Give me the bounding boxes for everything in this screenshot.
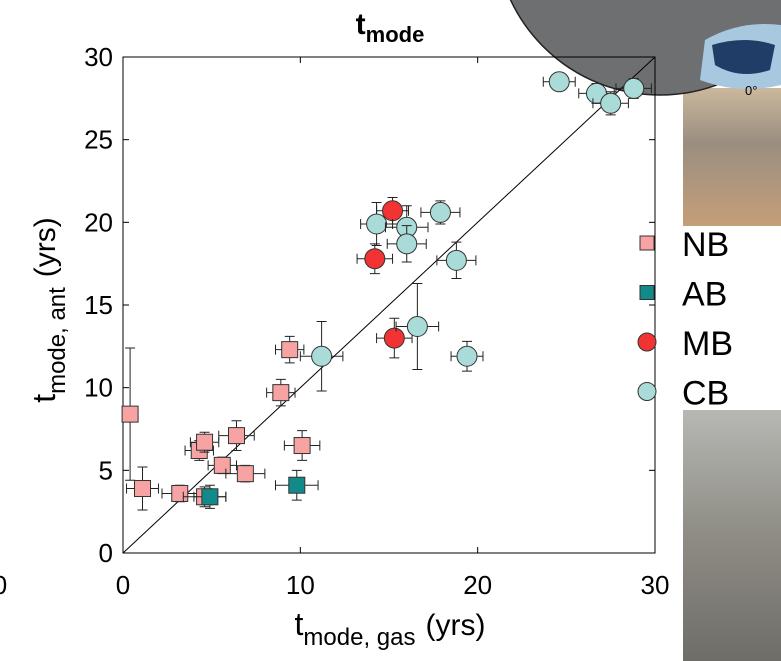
marker — [445, 249, 467, 271]
marker — [600, 92, 622, 114]
x-tick-label: 0 — [116, 570, 130, 600]
chart-title: tmode — [356, 8, 425, 47]
photo — [683, 88, 781, 226]
identity-line — [122, 56, 656, 554]
marker — [293, 437, 311, 455]
x-axis-label-part: t — [295, 606, 304, 642]
marker — [171, 484, 189, 502]
legend-label: MB — [682, 325, 733, 363]
marker — [456, 345, 478, 367]
legend-label: CB — [682, 375, 729, 413]
marker — [623, 77, 645, 99]
marker — [281, 341, 299, 359]
marker — [364, 248, 386, 270]
marker — [406, 315, 428, 337]
y-axis-label-part: mode, ant — [44, 287, 71, 394]
legend-marker — [639, 285, 655, 300]
marker — [429, 201, 451, 223]
legend-marker — [637, 382, 657, 401]
marker — [272, 384, 290, 402]
y-axis-label: tmode, ant (yrs) — [26, 217, 71, 403]
chart-title-part: t — [356, 8, 366, 41]
marker — [548, 71, 570, 93]
marker — [134, 480, 152, 498]
chart-title-part: mode — [366, 22, 425, 47]
y-tick-label: 20 — [84, 207, 113, 237]
legend-label: AB — [682, 276, 727, 314]
y-tick-label: 25 — [84, 125, 113, 155]
y-tick-label: 30 — [84, 42, 113, 72]
marker — [213, 456, 231, 474]
x-axis-label-part: mode, gas — [303, 624, 415, 651]
legend-marker — [637, 332, 657, 352]
marker — [366, 213, 388, 235]
marker — [201, 488, 219, 506]
marker — [311, 345, 333, 367]
y-tick-label: 15 — [84, 290, 113, 320]
marker — [227, 427, 245, 445]
x-tick-label: 10 — [286, 570, 315, 600]
marker — [396, 233, 418, 255]
y-tick-label: 5 — [99, 455, 113, 485]
panel-tick: 0 — [0, 570, 7, 600]
x-tick-label: 20 — [463, 570, 492, 600]
globe-sea — [712, 40, 775, 74]
y-axis-label-part: (yrs) — [29, 217, 62, 277]
x-axis-label-part: (yrs) — [425, 609, 485, 642]
x-tick-label: 30 — [641, 570, 670, 600]
y-axis-label-part: t — [26, 394, 62, 403]
marker — [121, 405, 139, 423]
y-tick-label: 0 — [99, 538, 113, 568]
x-axis-label: tmode, gas (yrs) — [295, 606, 486, 651]
map-label: 0° — [745, 83, 757, 98]
legend-label: NB — [682, 226, 729, 264]
marker — [383, 327, 405, 349]
marker — [236, 465, 254, 483]
marker — [196, 433, 214, 451]
y-tick-label: 10 — [84, 373, 113, 403]
marker — [382, 200, 404, 222]
marker — [288, 476, 306, 494]
photo — [683, 410, 781, 661]
legend-marker — [639, 235, 655, 251]
